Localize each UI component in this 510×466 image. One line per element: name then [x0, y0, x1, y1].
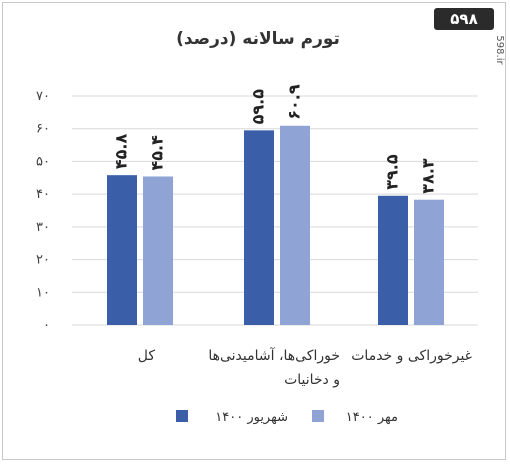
y-tick-label: ۲۰	[36, 253, 50, 268]
chart-title: تورم سالانه (درصد)	[176, 29, 340, 49]
bar	[143, 176, 173, 325]
bar	[280, 125, 310, 326]
y-tick-label: ۵۰	[36, 154, 50, 169]
y-tick-label: ۱۰	[36, 285, 50, 300]
legend-swatch	[312, 410, 324, 422]
y-tick-label: ۴۰	[36, 187, 50, 202]
data-labels: ۴۵.۸ ۵۹.۵ ۳۹.۵ ۴۵.۴ ۶۰.۹ ۳۸.۳	[112, 84, 438, 194]
bar	[244, 130, 274, 325]
data-label: ۴۵.۸	[112, 134, 131, 170]
category-label: غیرخوراکی و خدمات	[351, 348, 472, 364]
legend-label: شهریور ۱۴۰۰	[215, 410, 288, 425]
site-address: 598.ir	[494, 35, 505, 65]
legend: شهریور ۱۴۰۰ مهر ۱۴۰۰	[176, 410, 398, 425]
bar	[414, 199, 444, 325]
y-tick-label: ۷۰	[36, 89, 50, 104]
legend-label: مهر ۱۴۰۰	[346, 410, 398, 425]
data-label: ۶۰.۹	[285, 84, 304, 120]
data-label: ۴۵.۴	[148, 135, 167, 171]
category-label: کل	[138, 348, 156, 364]
y-tick-label: ۶۰	[36, 122, 50, 137]
category-label: خوراکی‌ها، آشامیدنی‌ها	[208, 347, 340, 364]
y-axis: ۰ ۱۰ ۲۰ ۳۰ ۴۰ ۵۰ ۶۰ ۷۰	[36, 89, 50, 333]
bar	[378, 195, 408, 325]
bars	[107, 125, 444, 326]
brand-logo-text: ۵۹۸	[450, 10, 477, 28]
gridlines	[72, 95, 478, 326]
y-tick-label: ۳۰	[36, 220, 50, 235]
bar	[107, 175, 137, 325]
data-label: ۳۸.۳	[419, 158, 438, 194]
data-label: ۵۹.۵	[249, 89, 268, 125]
x-axis-categories: کل خوراکی‌ها، آشامیدنی‌ها و دخانیات غیرخورا…	[138, 347, 472, 388]
category-label: و دخانیات	[284, 372, 340, 388]
data-label: ۳۹.۵	[383, 154, 402, 190]
brand-logo: ۵۹۸	[434, 8, 494, 30]
legend-swatch	[176, 410, 188, 422]
y-tick-label: ۰	[43, 318, 50, 333]
